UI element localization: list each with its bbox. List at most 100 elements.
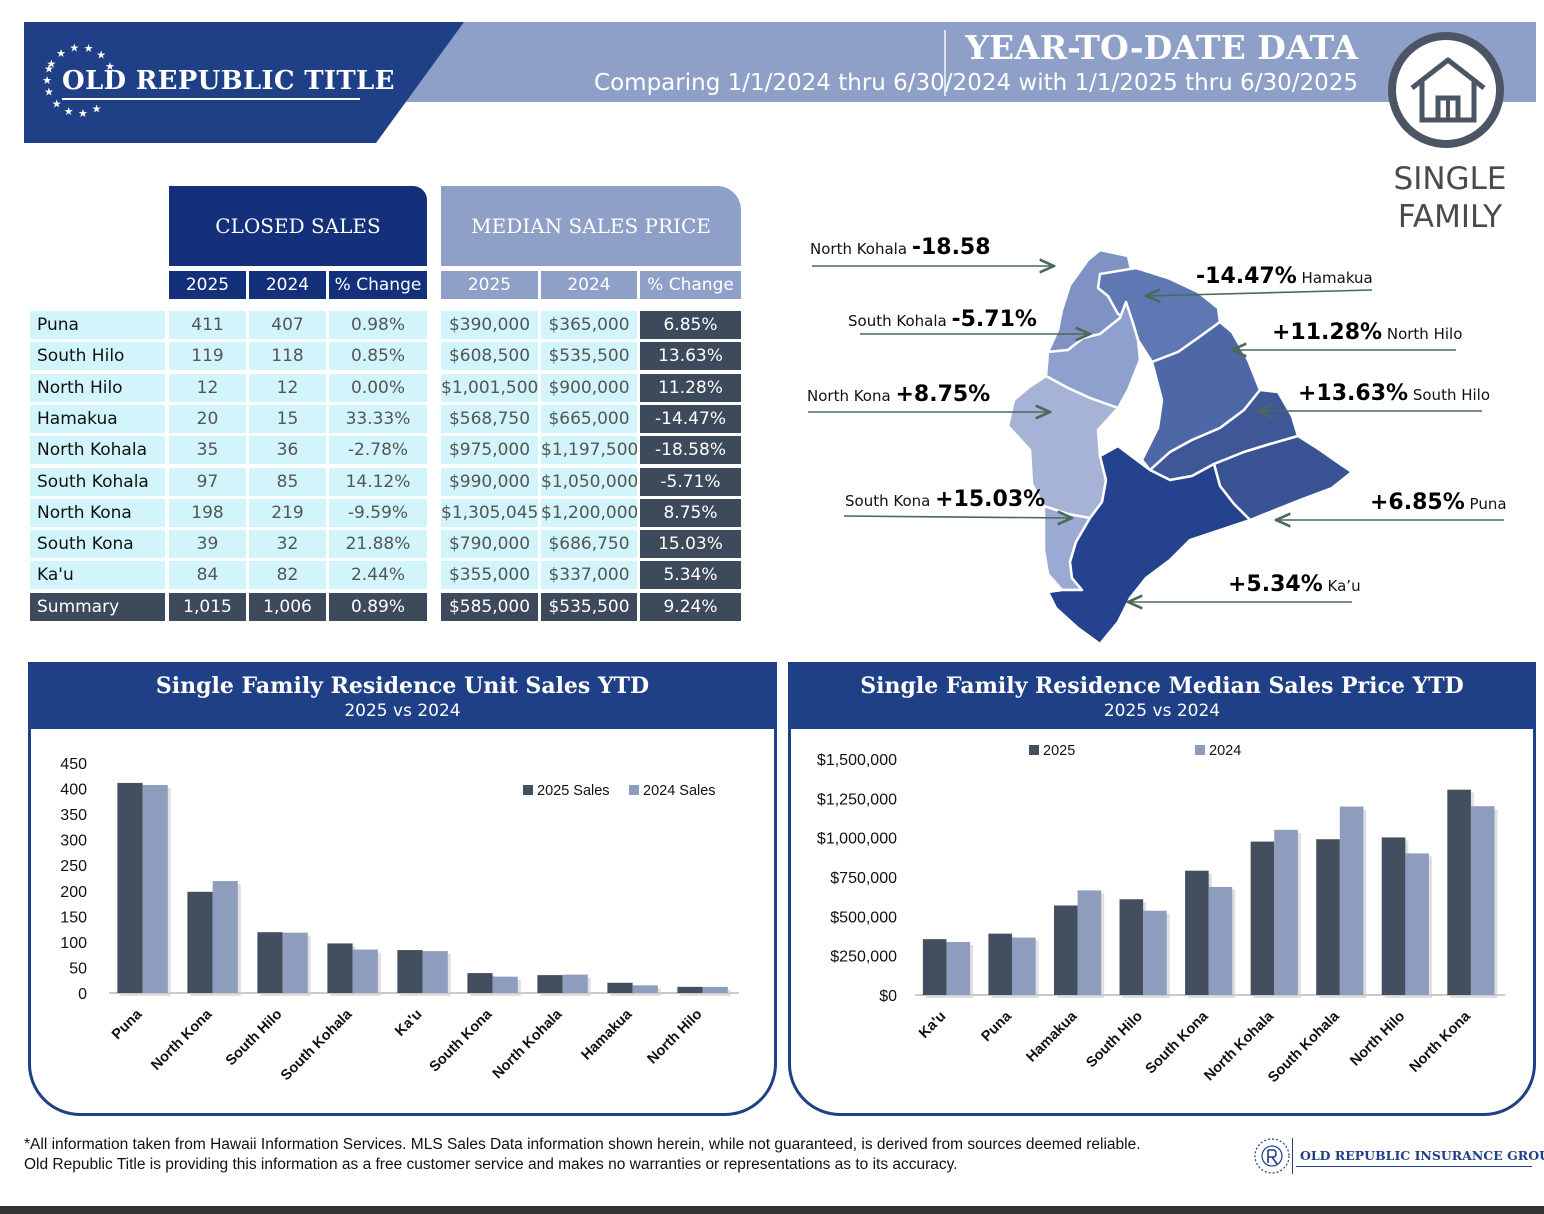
median-price-value: $665,000 xyxy=(541,405,637,433)
closed-sales-value: -9.59% xyxy=(329,499,427,527)
median-price-change: 6.85% xyxy=(640,311,741,339)
logo-star: ★ xyxy=(64,105,74,118)
median-price-change: -18.58% xyxy=(640,436,741,464)
logo-star: ★ xyxy=(44,63,54,76)
bar xyxy=(212,881,238,993)
logo-star: ★ xyxy=(56,47,66,60)
closed-sales-value: 407 xyxy=(249,311,326,339)
bar xyxy=(1250,841,1275,995)
map-region-label: South Kona +15.03% xyxy=(845,487,1045,512)
closed-sales-value: 82 xyxy=(249,561,326,589)
y-tick-label: 450 xyxy=(60,756,87,773)
insurance-group-logo-text: OLD REPUBLIC INSURANCE GROUP xyxy=(1300,1148,1544,1163)
x-tick-label: South Kohala xyxy=(278,1006,356,1084)
y-tick-label: 50 xyxy=(69,960,87,977)
map-region-name: South Kona xyxy=(845,492,931,510)
bar xyxy=(1316,839,1340,995)
median-price-value: $1,050,000 xyxy=(541,468,637,496)
house-icon xyxy=(1410,57,1486,123)
median-price-change: 11.28% xyxy=(640,374,741,402)
header-divider xyxy=(944,30,946,96)
table-row-name: South Kona xyxy=(30,530,165,558)
bar xyxy=(1119,899,1144,995)
closed-sales-value: 39 xyxy=(169,530,246,558)
closed-sales-value: 0.85% xyxy=(329,342,427,370)
median-price-value: $975,000 xyxy=(441,436,538,464)
bar xyxy=(327,943,353,993)
closed-sales-value: 12 xyxy=(249,374,326,402)
disclaimer: *All information taken from Hawaii Infor… xyxy=(24,1135,1224,1175)
map-region-change: +11.28% xyxy=(1272,320,1383,345)
median-price-column-header: % Change xyxy=(640,271,741,299)
map-region-change: +8.75% xyxy=(895,382,991,407)
legend-label: 2024 Sales xyxy=(643,783,716,799)
bar xyxy=(1208,886,1233,995)
closed-sales-column-header: % Change xyxy=(329,271,427,299)
map-region-change: +5.34% xyxy=(1228,572,1323,597)
median-price-value: $1,200,000 xyxy=(541,499,637,527)
closed-sales-value: 20 xyxy=(169,405,246,433)
map-region-name: North Kohala xyxy=(810,240,908,258)
closed-sales-value: 0.00% xyxy=(329,374,427,402)
closed-sales-value: 97 xyxy=(169,468,246,496)
map-region-name: Hamakua xyxy=(1301,269,1373,287)
closed-sales-value: 118 xyxy=(249,342,326,370)
map-region-change: +15.03% xyxy=(935,487,1046,512)
bar xyxy=(946,941,971,995)
map-region-label: South Kohala -5.71% xyxy=(848,307,1037,332)
logo-star: ★ xyxy=(44,85,54,98)
closed-sales-value: 219 xyxy=(249,499,326,527)
bar xyxy=(1012,937,1036,995)
bar xyxy=(422,951,448,993)
table-row-name: South Kohala xyxy=(30,468,165,496)
company-logo-text: OLD REPUBLIC TITLE xyxy=(62,66,395,96)
legend-label: 2025 Sales xyxy=(537,783,610,799)
bar xyxy=(1185,870,1209,995)
x-tick-label: North Hilo xyxy=(1347,1008,1408,1069)
map-region-name: Ka’u xyxy=(1327,577,1361,595)
map-region-change: +6.85% xyxy=(1370,490,1465,515)
map-region-name: South Hilo xyxy=(1412,386,1491,404)
map-region-label: +5.34% Ka’u xyxy=(1228,572,1361,597)
table-row-name: North Kohala xyxy=(30,436,165,464)
map-region-name: South Kohala xyxy=(848,312,947,330)
map-region-change: -14.47% xyxy=(1196,264,1297,289)
map-region-change: -5.71% xyxy=(951,307,1037,332)
closed-sales-value: 14.12% xyxy=(329,468,427,496)
unit-sales-plot: 0 50 100 150 200 250 300 350 400 450 Puna North Kon… xyxy=(60,756,739,1084)
footer-logo-divider xyxy=(1292,1138,1293,1174)
unit-sales-subtitle: 2025 vs 2024 xyxy=(344,701,461,721)
closed-sales-column-header: 2024 xyxy=(249,271,326,299)
closed-sales-value: 2.44% xyxy=(329,561,427,589)
summary-median-price: 9.24% xyxy=(640,593,741,621)
closed-sales-value: 411 xyxy=(169,311,246,339)
x-tick-label: South Kona xyxy=(1143,1008,1212,1077)
bar xyxy=(632,985,658,993)
bar xyxy=(1053,905,1078,995)
bar xyxy=(1143,910,1167,995)
logo-star: ★ xyxy=(69,42,79,55)
y-tick-label: 200 xyxy=(60,884,87,901)
median-price-value: $390,000 xyxy=(441,311,538,339)
legend-swatch xyxy=(1029,745,1039,755)
median-price-value: $790,000 xyxy=(441,530,538,558)
bar xyxy=(1077,890,1102,995)
island-map xyxy=(808,248,1504,646)
property-type-line1: SINGLE xyxy=(1393,161,1507,197)
map-arrow xyxy=(843,516,1072,518)
median-price-title: Single Family Residence Median Sales Pri… xyxy=(860,673,1464,699)
median-price-subtitle: 2025 vs 2024 xyxy=(1103,701,1221,721)
legend-swatch xyxy=(1195,745,1205,755)
bar xyxy=(492,976,518,993)
x-tick-label: North Kona xyxy=(1407,1008,1475,1076)
closed-sales-header: CLOSED SALES xyxy=(169,186,427,266)
bar xyxy=(352,949,378,993)
closed-sales-value: 85 xyxy=(249,468,326,496)
logo-star: ★ xyxy=(46,58,56,71)
bar xyxy=(702,986,728,993)
closed-sales-column-header: 2025 xyxy=(169,271,246,299)
header-logo-panel xyxy=(24,22,464,143)
median-price-value: $1,305,045 xyxy=(441,499,538,527)
legend-swatch xyxy=(629,785,639,795)
y-tick-label: 400 xyxy=(60,782,87,799)
